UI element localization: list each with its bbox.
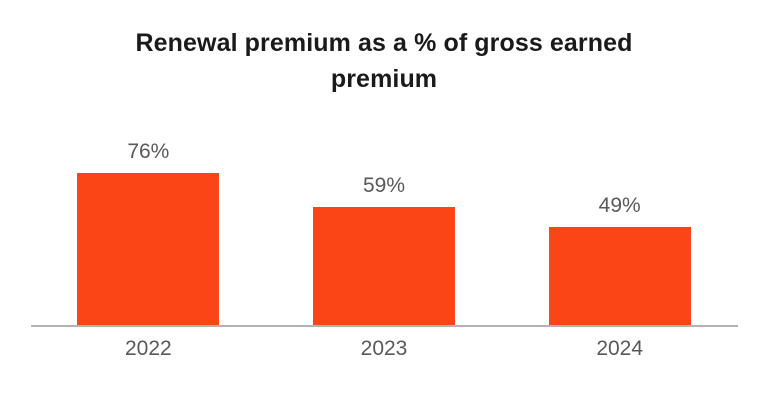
bar-group-2023: 59% [266,125,502,325]
x-tick-2022: 2022 [124,337,172,360]
x-axis-labels: 2022 2023 2024 [31,327,738,361]
chart-title: Renewal premium as a % of gross earned p… [135,29,633,93]
x-axis-line [30,325,738,327]
data-label-2024: 49% [598,194,641,217]
bar-2024 [548,227,691,325]
x-tick-2023: 2023 [360,337,408,360]
bar-group-2022: 76% [31,125,267,325]
chart-container: Renewal premium as a % of gross earned p… [0,26,768,412]
bar-2023 [313,207,455,325]
data-label-2023: 59% [362,174,406,197]
plot-area: 76% 59% 49% [31,125,738,325]
bar-2022 [77,173,220,325]
data-label-2022: 76% [127,140,170,163]
bar-chart: 76% 59% 49% 2022 2023 2024 [30,125,738,361]
x-tick-2024: 2024 [596,337,644,360]
bar-group-2024: 49% [502,125,738,325]
